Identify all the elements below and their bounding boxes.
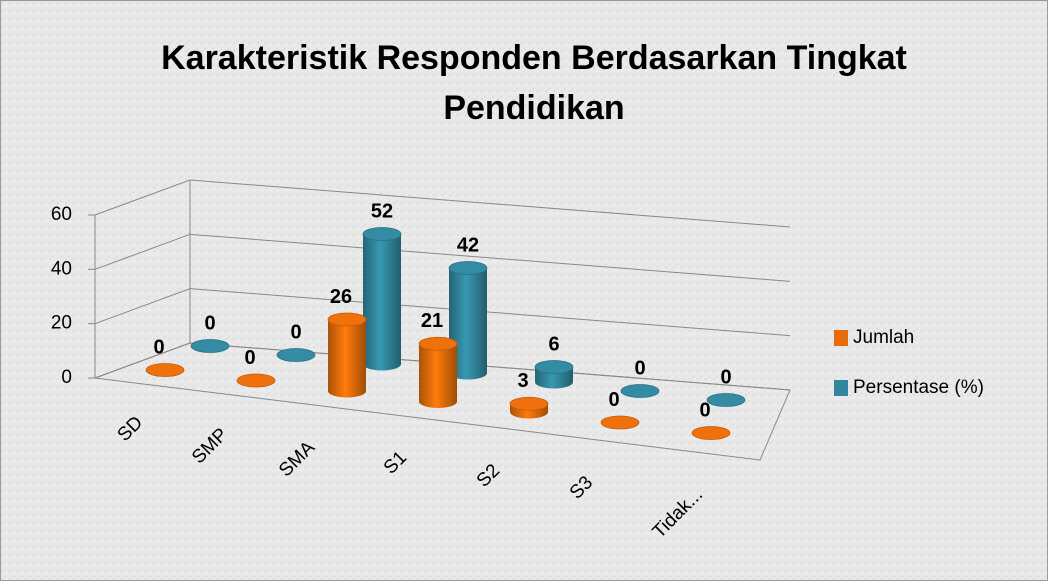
bar-body	[328, 319, 366, 398]
grid-line	[94, 342, 791, 391]
bar-top	[190, 339, 230, 353]
grid-line	[94, 233, 791, 282]
bar	[418, 336, 458, 409]
bar-top	[620, 384, 660, 398]
bar	[362, 227, 402, 371]
data-label: 21	[421, 310, 443, 332]
bar-top	[276, 348, 316, 362]
bar	[236, 373, 276, 388]
data-label: 0	[290, 321, 301, 343]
bar	[276, 348, 316, 362]
bar-top	[145, 363, 185, 377]
bar-top	[600, 415, 640, 430]
bar-body	[363, 234, 401, 371]
bar-body	[449, 268, 487, 380]
legend-swatch	[834, 380, 848, 396]
bar-top	[327, 312, 367, 327]
bar-top	[236, 373, 276, 388]
bar-top	[534, 360, 574, 374]
bar	[145, 363, 185, 377]
grid-line	[94, 179, 791, 228]
data-label: 0	[608, 389, 619, 411]
data-label: 0	[634, 357, 645, 379]
bar-top	[362, 227, 402, 241]
bar	[600, 415, 640, 430]
bar	[448, 261, 488, 380]
data-label: 0	[244, 347, 255, 369]
y-tick-label: 0	[61, 367, 72, 388]
y-tick-label: 20	[51, 313, 72, 334]
data-label: 26	[330, 286, 352, 308]
data-label: 0	[699, 399, 710, 421]
data-label: 6	[548, 333, 559, 355]
bar	[327, 312, 367, 398]
data-label: 0	[204, 312, 215, 334]
bar	[620, 384, 660, 398]
bar-body	[419, 343, 457, 409]
bar-top	[691, 426, 731, 440]
data-label: 52	[371, 200, 393, 222]
bar-top	[706, 393, 746, 407]
legend-label: Persentase (%)	[853, 377, 984, 398]
bar	[509, 396, 549, 419]
grid-line	[94, 288, 791, 337]
bar	[691, 426, 731, 440]
data-label: 3	[517, 370, 528, 392]
y-tick-label: 60	[51, 204, 72, 225]
data-label: 0	[153, 336, 164, 358]
bar	[190, 339, 230, 353]
bar	[706, 393, 746, 407]
y-tick-label: 40	[51, 258, 72, 279]
bar	[534, 360, 574, 389]
bar-top	[448, 261, 488, 275]
legend-label: Jumlah	[853, 327, 914, 348]
bar-top	[418, 336, 458, 351]
data-label: 42	[457, 234, 479, 256]
legend-swatch	[834, 330, 848, 346]
chart-title: Karakteristik Responden Berdasarkan Ting…	[161, 39, 907, 127]
bar-top	[509, 396, 549, 411]
data-label: 0	[720, 366, 731, 388]
